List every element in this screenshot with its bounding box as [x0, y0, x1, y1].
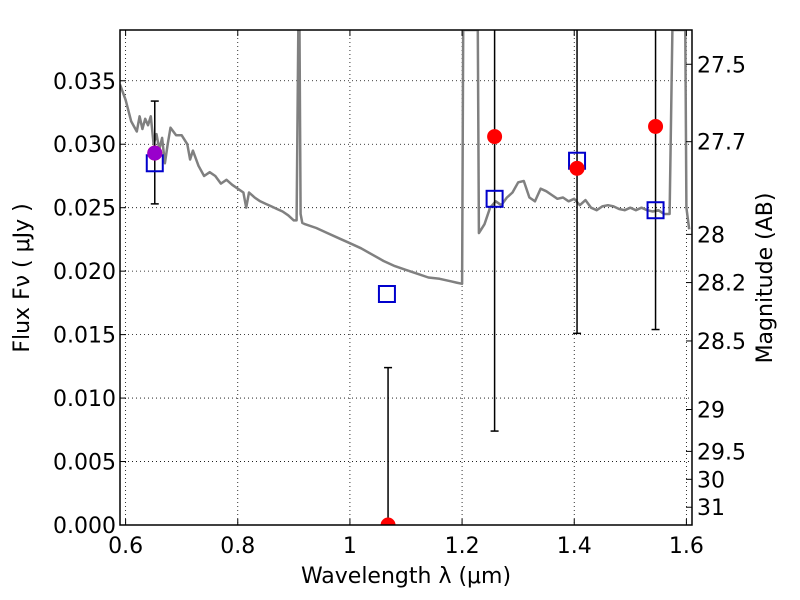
model-point-marker: [485, 189, 504, 208]
x-tick-label: 1: [343, 534, 357, 559]
magnitude-tick-label: 28: [697, 223, 725, 248]
magnitude-tick-label: 28.5: [697, 330, 746, 355]
magnitude-tick-label: 28.2: [697, 272, 746, 297]
observed-point-marker: [487, 129, 503, 145]
model-spectrum-layer: [120, 30, 691, 286]
magnitude-tick-label: 27.5: [697, 53, 746, 78]
model-spectrum-line: [120, 30, 691, 286]
magnitude-tick-label: 29: [697, 399, 725, 424]
error-bars-layer: [150, 30, 660, 525]
y-tick-label: 0.015: [53, 324, 116, 349]
magnitude-tick-label: 31: [697, 496, 725, 521]
y-tick-label: 0.000: [53, 514, 116, 539]
model-points-layer: [145, 151, 665, 303]
plot-frame: [119, 29, 693, 526]
highlight-point-marker: [147, 145, 163, 161]
observed-point-marker: [380, 517, 396, 525]
y-axis-label: Flux Fν ( μJy ): [10, 203, 35, 352]
observed-points-layer: [147, 118, 664, 525]
y-tick-label: 0.030: [53, 133, 116, 158]
y-tick-label: 0.035: [53, 70, 116, 95]
y-tick-label: 0.010: [53, 387, 116, 412]
model-point-marker: [377, 285, 396, 303]
magnitude-axis-label: Magnitude (AB): [753, 193, 778, 364]
y-tick-label: 0.025: [53, 197, 116, 222]
x-tick-label: 0.8: [220, 534, 255, 559]
x-tick-label: 1.6: [669, 534, 704, 559]
observed-point-marker: [648, 118, 664, 134]
x-tick-label: 1.4: [557, 534, 592, 559]
y-tick-label: 0.005: [53, 451, 116, 476]
x-axis-label: Wavelength λ (μm): [301, 564, 511, 589]
grid-lines: [120, 30, 692, 526]
y-tick-label: 0.020: [53, 260, 116, 285]
observed-point-marker: [569, 160, 585, 176]
tick-marks: [120, 30, 692, 526]
magnitude-tick-label: 29.5: [697, 440, 746, 465]
x-tick-label: 0.6: [108, 534, 143, 559]
tick-labels: 0.6 0.8 1 1.2 1.4 1.6 0.000 0.005 0.010 0.015 0.02…: [53, 53, 746, 559]
magnitude-tick-label: 27.7: [697, 131, 746, 156]
x-tick-label: 1.2: [445, 534, 480, 559]
model-point-marker: [646, 201, 665, 220]
magnitude-tick-label: 30: [697, 468, 725, 493]
